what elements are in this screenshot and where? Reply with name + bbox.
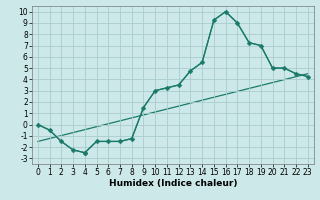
X-axis label: Humidex (Indice chaleur): Humidex (Indice chaleur) <box>108 179 237 188</box>
